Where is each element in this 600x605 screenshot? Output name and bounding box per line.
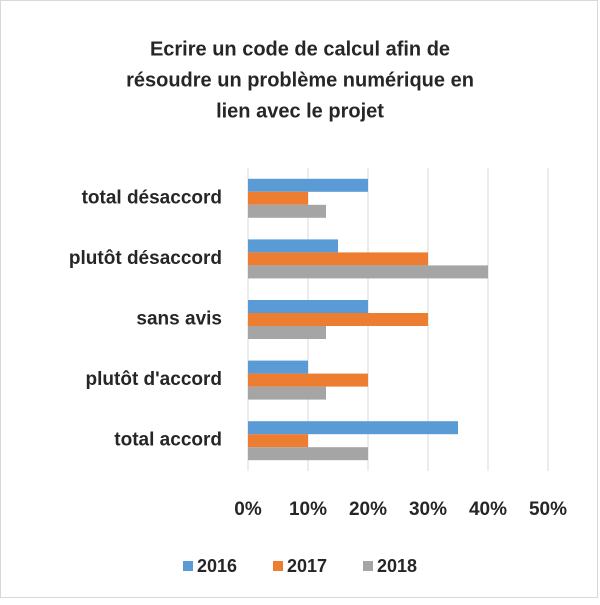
bar — [248, 239, 338, 253]
bar — [248, 252, 428, 266]
bar — [248, 204, 326, 218]
bar — [248, 360, 308, 374]
bar — [248, 386, 326, 400]
x-tick-label: 0% — [234, 499, 262, 520]
bar — [248, 421, 458, 435]
legend-label: 2018 — [377, 556, 417, 576]
chart-title: lien avec le projet — [216, 100, 384, 122]
y-tick-label: total accord — [114, 430, 222, 451]
bar — [248, 300, 368, 313]
x-tick-label: 30% — [409, 499, 447, 520]
legend-swatch — [183, 561, 193, 571]
bar — [248, 313, 428, 326]
x-tick-label: 50% — [529, 499, 567, 520]
bar — [248, 265, 488, 279]
x-tick-label: 20% — [349, 499, 387, 520]
x-tick-label: 10% — [289, 499, 327, 520]
y-tick-label: total désaccord — [82, 187, 222, 208]
chart-title: Ecrire un code de calcul afin de — [150, 38, 450, 60]
bar — [248, 434, 308, 448]
y-tick-label: plutôt d'accord — [86, 369, 222, 390]
y-tick-label: sans avis — [136, 309, 222, 330]
legend-swatch — [273, 561, 283, 571]
bar — [248, 447, 368, 461]
bar — [248, 373, 368, 387]
x-tick-label: 40% — [469, 499, 507, 520]
bar — [248, 178, 368, 192]
chart-title: résoudre un problème numérique en — [126, 69, 474, 91]
y-tick-label: plutôt désaccord — [69, 248, 222, 269]
legend-swatch — [363, 561, 373, 571]
bar — [248, 326, 326, 339]
legend-label: 2016 — [197, 556, 237, 576]
bar — [248, 191, 308, 205]
legend-label: 2017 — [287, 556, 327, 576]
